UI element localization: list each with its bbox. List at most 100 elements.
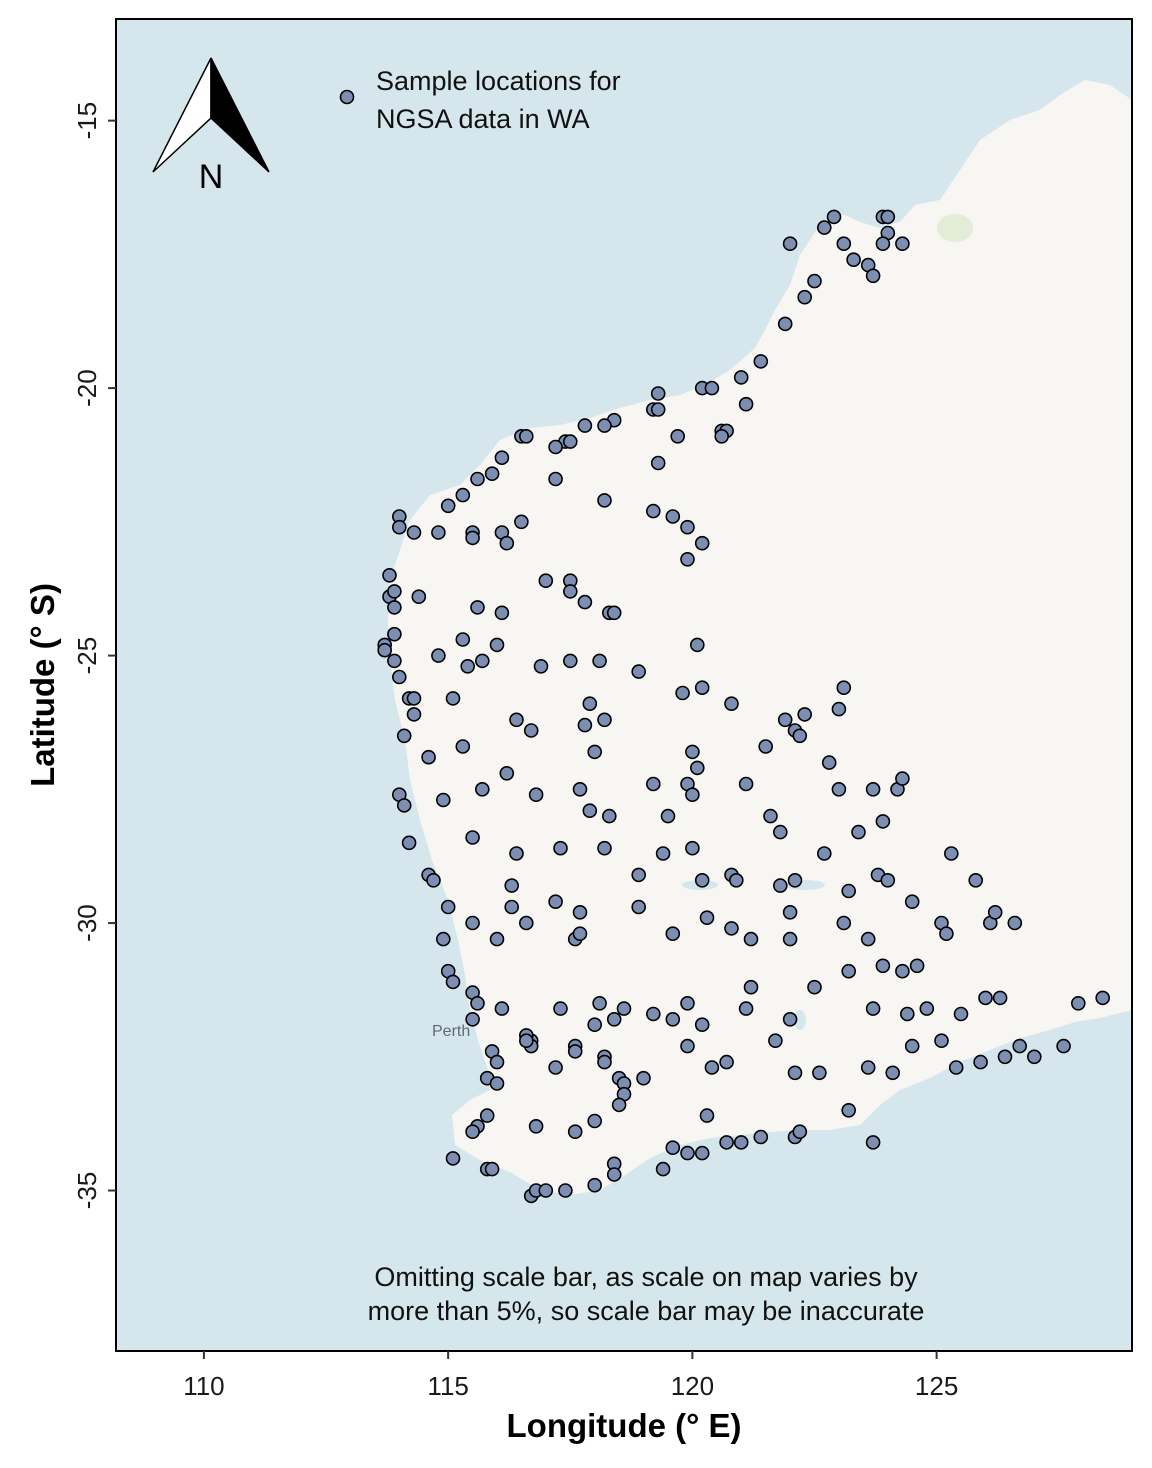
sample-point — [689, 637, 705, 653]
sample-point — [782, 904, 798, 920]
sample-point — [455, 739, 471, 754]
sample-point — [685, 787, 700, 803]
sample-point — [445, 974, 461, 990]
sample-point — [719, 1054, 734, 1070]
sample-point — [1056, 1038, 1071, 1054]
sample-point — [978, 990, 993, 1006]
sample-point — [660, 808, 676, 824]
sample-point — [455, 487, 471, 503]
sample-point — [582, 803, 598, 819]
sample-point — [411, 589, 427, 605]
sample-point — [665, 509, 681, 524]
sample-point — [841, 883, 857, 899]
sample-point — [518, 915, 534, 931]
legend-label-line1: Sample locations for — [376, 66, 621, 96]
sample-point — [768, 1033, 783, 1048]
sample-point — [509, 712, 524, 728]
sample-point — [474, 653, 490, 669]
sample-point — [665, 1011, 681, 1027]
sample-point — [572, 904, 588, 920]
sample-point — [391, 669, 407, 685]
sample-point — [382, 567, 397, 583]
sample-point — [465, 915, 480, 931]
sample-point — [601, 808, 617, 824]
sample-point — [455, 632, 471, 647]
x-tick-label: 115 — [427, 1371, 468, 1401]
sample-point — [724, 696, 739, 712]
sample-point — [518, 1033, 534, 1048]
sample-point — [948, 1060, 964, 1075]
sample-point — [489, 1076, 505, 1091]
sample-point — [763, 808, 778, 824]
sample-point — [865, 268, 881, 284]
sample-point — [743, 979, 759, 995]
sample-point — [523, 723, 539, 738]
x-tick-label: 110 — [183, 1371, 224, 1401]
sample-point — [494, 450, 510, 466]
sample-point — [953, 1006, 969, 1022]
sample-point — [406, 525, 422, 540]
sample-point — [465, 530, 480, 546]
sample-point — [465, 830, 480, 845]
sample-point — [562, 653, 578, 669]
x-axis-title: Longitude (° E) — [507, 1407, 742, 1444]
sample-point — [694, 872, 710, 888]
scale-bar-note: Omitting scale bar, as scale on map vari… — [368, 1262, 925, 1326]
sample-point — [724, 921, 739, 936]
sample-point — [1071, 995, 1086, 1011]
sample-point — [704, 1060, 720, 1075]
sample-point — [680, 1145, 695, 1161]
sample-point — [680, 995, 695, 1011]
sample-point — [396, 728, 412, 744]
map-panel: Perth — [116, 19, 1132, 1351]
sample-point — [592, 653, 607, 669]
sample-point — [782, 1011, 798, 1027]
sample-point — [836, 236, 852, 251]
sample-point — [934, 1033, 949, 1048]
sample-point — [377, 642, 393, 658]
sample-point — [904, 894, 920, 910]
sample-point — [909, 958, 925, 974]
sample-point — [680, 1038, 695, 1054]
sample-point — [885, 1065, 901, 1081]
sample-point — [645, 776, 661, 792]
perth-basemap-label: Perth — [432, 1023, 470, 1040]
sample-point — [401, 835, 417, 851]
sample-point — [587, 744, 603, 760]
sample-point — [694, 680, 710, 696]
sample-point — [694, 1145, 710, 1161]
sample-point — [631, 867, 647, 883]
sample-point — [489, 637, 505, 653]
sample-point — [597, 712, 612, 728]
sample-point — [777, 712, 793, 728]
sample-point — [518, 428, 534, 444]
north-arrow-label: N — [199, 158, 224, 196]
y-axis-title: Latitude (° S) — [24, 583, 61, 787]
sample-point — [685, 744, 700, 760]
sample-point — [1007, 915, 1023, 931]
sample-point — [841, 1103, 857, 1118]
sample-point — [509, 846, 524, 861]
sample-point — [548, 439, 563, 455]
sample-point — [387, 626, 402, 642]
sample-point — [841, 963, 857, 979]
sample-point — [445, 1151, 461, 1166]
sample-point — [997, 1049, 1013, 1065]
sample-point — [836, 680, 852, 696]
sample-point — [987, 904, 1003, 920]
sample-point — [865, 1001, 881, 1016]
sample-point — [567, 1044, 583, 1059]
sample-point — [553, 1001, 568, 1016]
sample-point — [836, 915, 852, 931]
sample-point — [738, 776, 754, 792]
sample-point — [489, 931, 505, 947]
sample-point — [865, 781, 881, 797]
sample-point — [733, 370, 749, 385]
sample-point — [704, 380, 720, 396]
sample-point — [860, 1060, 876, 1075]
north-arrow: N — [152, 57, 270, 196]
sample-point — [680, 519, 695, 535]
sample-point — [782, 931, 798, 947]
sample-point — [470, 471, 485, 487]
sample-point — [445, 691, 461, 706]
